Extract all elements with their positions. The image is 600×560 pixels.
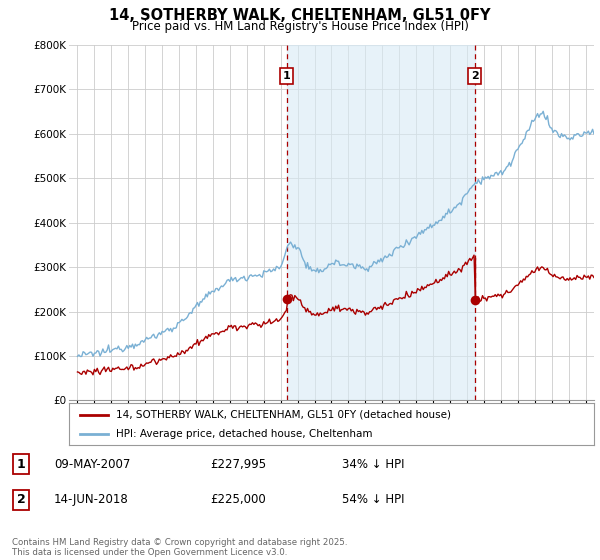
Text: 14-JUN-2018: 14-JUN-2018 xyxy=(54,493,129,506)
Text: 14, SOTHERBY WALK, CHELTENHAM, GL51 0FY: 14, SOTHERBY WALK, CHELTENHAM, GL51 0FY xyxy=(109,8,491,24)
Text: 1: 1 xyxy=(17,458,25,471)
Text: 34% ↓ HPI: 34% ↓ HPI xyxy=(342,458,404,471)
Text: 2: 2 xyxy=(17,493,25,506)
Text: 2: 2 xyxy=(471,71,478,81)
Text: 54% ↓ HPI: 54% ↓ HPI xyxy=(342,493,404,506)
Text: £227,995: £227,995 xyxy=(210,458,266,471)
Text: HPI: Average price, detached house, Cheltenham: HPI: Average price, detached house, Chel… xyxy=(116,430,373,439)
Text: 1: 1 xyxy=(283,71,290,81)
Text: 14, SOTHERBY WALK, CHELTENHAM, GL51 0FY (detached house): 14, SOTHERBY WALK, CHELTENHAM, GL51 0FY … xyxy=(116,410,451,420)
Text: 09-MAY-2007: 09-MAY-2007 xyxy=(54,458,130,471)
Text: Contains HM Land Registry data © Crown copyright and database right 2025.
This d: Contains HM Land Registry data © Crown c… xyxy=(12,538,347,557)
Bar xyxy=(287,45,475,400)
Text: £225,000: £225,000 xyxy=(210,493,266,506)
Text: Price paid vs. HM Land Registry's House Price Index (HPI): Price paid vs. HM Land Registry's House … xyxy=(131,20,469,32)
